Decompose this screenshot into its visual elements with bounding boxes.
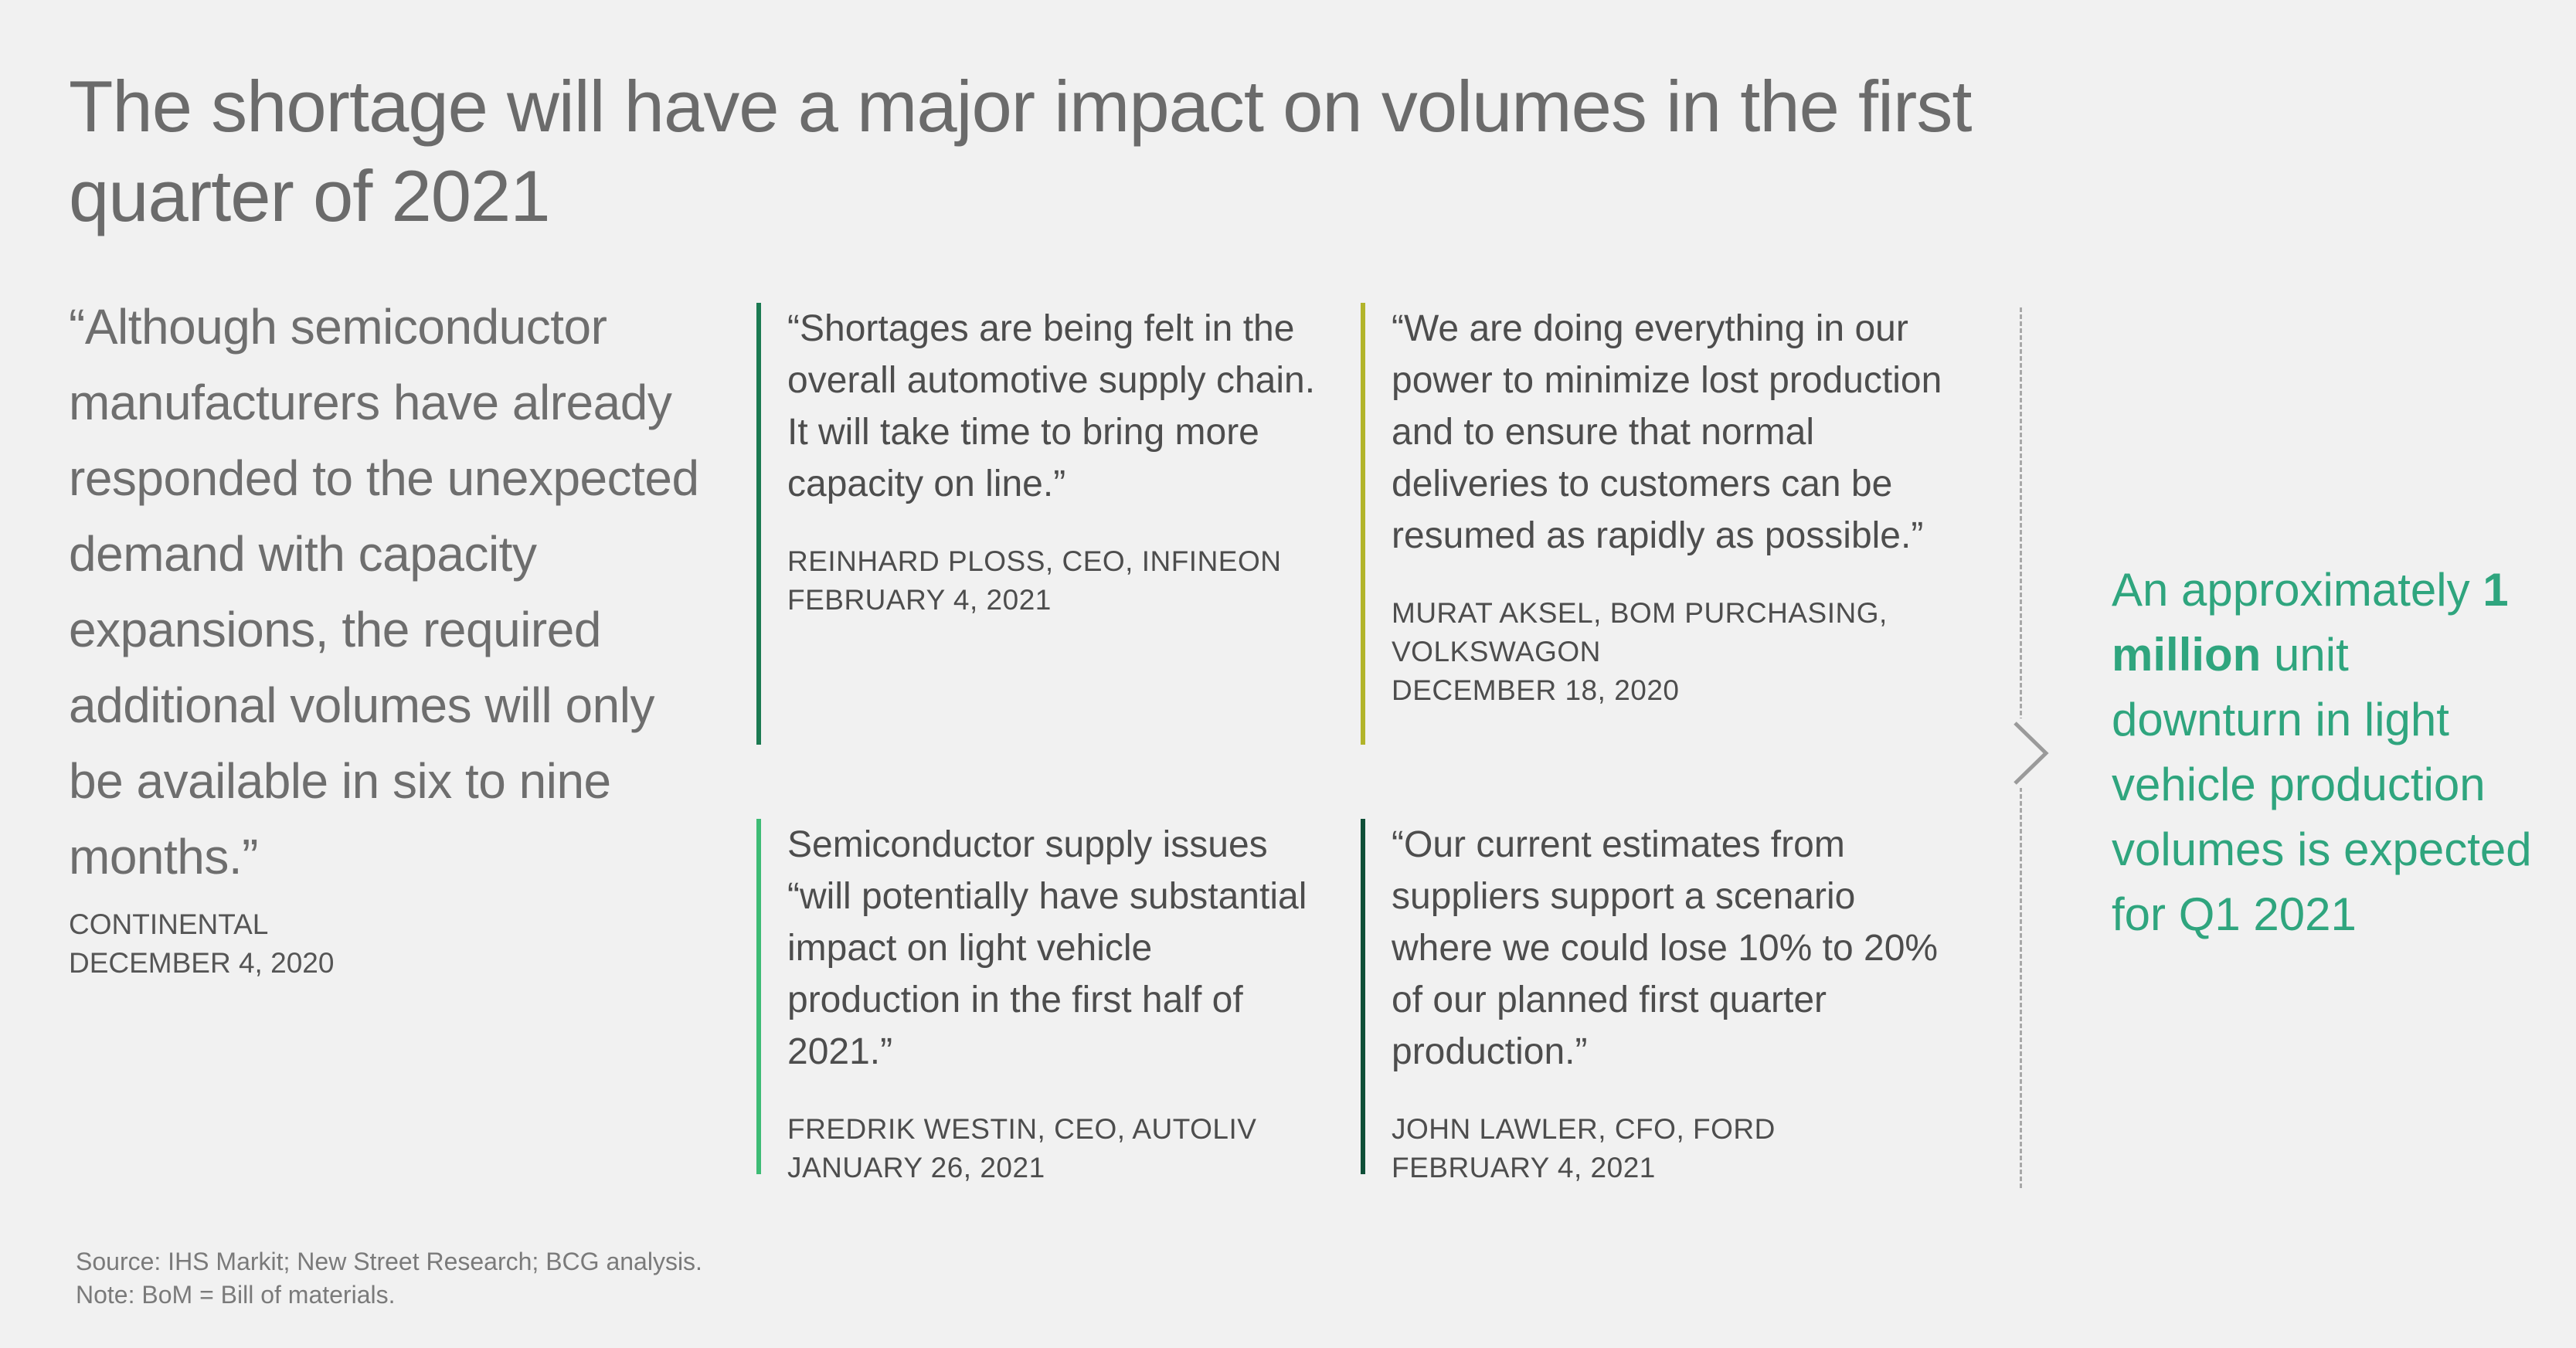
quote-attribution: MURAT AKSEL, BOM PURCHASING, VOLKSWAGON … xyxy=(1392,594,1948,710)
lead-quote-attribution: CONTINENTAL DECEMBER 4, 2020 xyxy=(69,905,687,983)
quote-card-autoliv: Semiconductor supply issues “will potent… xyxy=(756,819,1328,1183)
page-title: The shortage will have a major impact on… xyxy=(69,66,1972,236)
quote-attribution: JOHN LAWLER, CFO, FORD FEBRUARY 4, 2021 xyxy=(1392,1110,1948,1187)
quote-source: FREDRIK WESTIN, CEO, AUTOLIV xyxy=(787,1113,1257,1145)
quote-source: REINHARD PLOSS, CEO, INFINEON xyxy=(787,545,1282,577)
quote-attribution: REINHARD PLOSS, CEO, INFINEON FEBRUARY 4… xyxy=(787,542,1328,620)
lead-quote-date: DECEMBER 4, 2020 xyxy=(69,947,335,979)
quote-date: DECEMBER 18, 2020 xyxy=(1392,674,1680,706)
takeaway-callout: An approximately 1 million unit downturn… xyxy=(2112,558,2544,947)
quote-attribution: FREDRIK WESTIN, CEO, AUTOLIV JANUARY 26,… xyxy=(787,1110,1328,1187)
quote-source: JOHN LAWLER, CFO, FORD xyxy=(1392,1113,1776,1145)
footnote-note: Note: BoM = Bill of materials. xyxy=(76,1281,396,1309)
quote-card-volkswagen: “We are doing everything in our power to… xyxy=(1361,303,1948,745)
takeaway-prefix: An approximately xyxy=(2112,564,2470,616)
quote-text: “Shortages are being felt in the overall… xyxy=(787,308,1316,504)
quote-text: “We are doing everything in our power to… xyxy=(1392,308,1942,556)
quote-text: “Our current estimates from suppliers su… xyxy=(1392,824,1939,1072)
quote-card-infineon: “Shortages are being felt in the overall… xyxy=(756,303,1328,745)
footnotes: Source: IHS Markit; New Street Research;… xyxy=(76,1245,702,1312)
quote-date: FEBRUARY 4, 2021 xyxy=(1392,1152,1656,1183)
chevron-right-icon xyxy=(2007,718,2054,788)
lead-quote-source: CONTINENTAL xyxy=(69,908,269,940)
footnote-source: Source: IHS Markit; New Street Research;… xyxy=(76,1248,702,1275)
quote-source: MURAT AKSEL, BOM PURCHASING, VOLKSWAGON xyxy=(1392,597,1888,667)
takeaway-highlight: 1 million xyxy=(2112,564,2509,681)
quote-date: FEBRUARY 4, 2021 xyxy=(787,584,1052,616)
lead-quote-text: “Although semiconductor manufacturers ha… xyxy=(69,299,699,885)
takeaway-suffix: unit downturn in light vehicle productio… xyxy=(2112,629,2532,940)
quote-date: JANUARY 26, 2021 xyxy=(787,1152,1045,1183)
quote-text: Semiconductor supply issues “will potent… xyxy=(787,824,1307,1072)
quote-card-ford: “Our current estimates from suppliers su… xyxy=(1361,819,1948,1183)
